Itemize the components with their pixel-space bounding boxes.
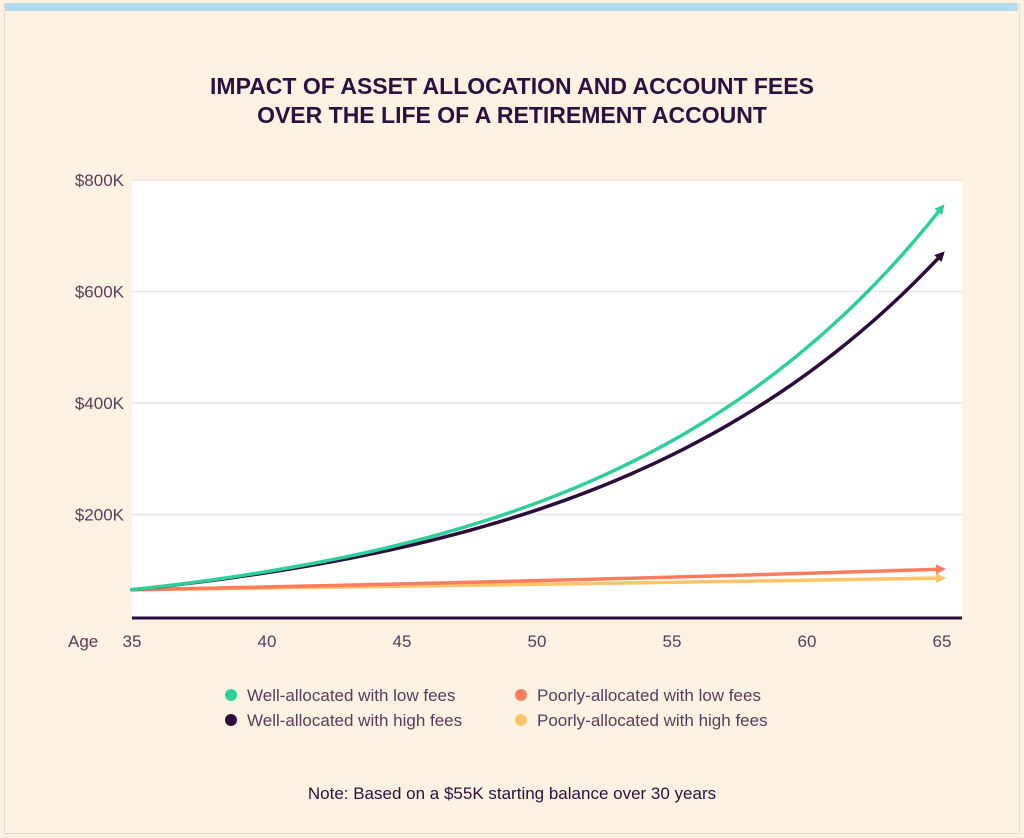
y-tick-label: $800K	[75, 171, 125, 190]
series-arrowhead	[935, 573, 946, 584]
legend-label: Well-allocated with low fees	[247, 686, 456, 705]
legend-dot	[225, 689, 237, 701]
x-tick-label: 45	[393, 632, 412, 651]
legend-label: Well-allocated with high fees	[247, 711, 462, 730]
series-arrowhead	[935, 564, 946, 575]
y-tick-label: $200K	[75, 506, 125, 525]
legend-item: Well-allocated with low fees	[225, 686, 456, 705]
x-tick-label: 50	[528, 632, 547, 651]
legend-label: Poorly-allocated with low fees	[537, 686, 761, 705]
legend-item: Well-allocated with high fees	[225, 711, 462, 730]
plot-area	[132, 180, 962, 618]
chart-title-line-1: IMPACT OF ASSET ALLOCATION AND ACCOUNT F…	[210, 73, 814, 99]
y-tick-label: $400K	[75, 394, 125, 413]
legend-label: Poorly-allocated with high fees	[537, 711, 768, 730]
legend-item: Poorly-allocated with low fees	[515, 686, 761, 705]
chart-title-line-2: OVER THE LIFE OF A RETIREMENT ACCOUNT	[257, 102, 767, 128]
x-tick-label: 60	[798, 632, 817, 651]
x-tick-label: 35	[123, 632, 142, 651]
x-tick-label: 40	[258, 632, 277, 651]
series-line	[130, 205, 944, 592]
series-arrowhead	[934, 204, 945, 216]
legend-dot	[515, 714, 527, 726]
legend-dot	[515, 689, 527, 701]
legend-item: Poorly-allocated with high fees	[515, 711, 768, 730]
top-accent-bar	[5, 3, 1018, 11]
x-tick-label: 65	[933, 632, 952, 651]
x-axis-label: Age	[68, 632, 98, 651]
y-tick-label: $600K	[75, 283, 125, 302]
series-line	[130, 567, 944, 592]
legend-dot	[225, 714, 237, 726]
x-tick-label: 55	[663, 632, 682, 651]
series-arrowhead	[934, 251, 945, 263]
chart-note: Note: Based on a $55K starting balance o…	[308, 784, 716, 803]
